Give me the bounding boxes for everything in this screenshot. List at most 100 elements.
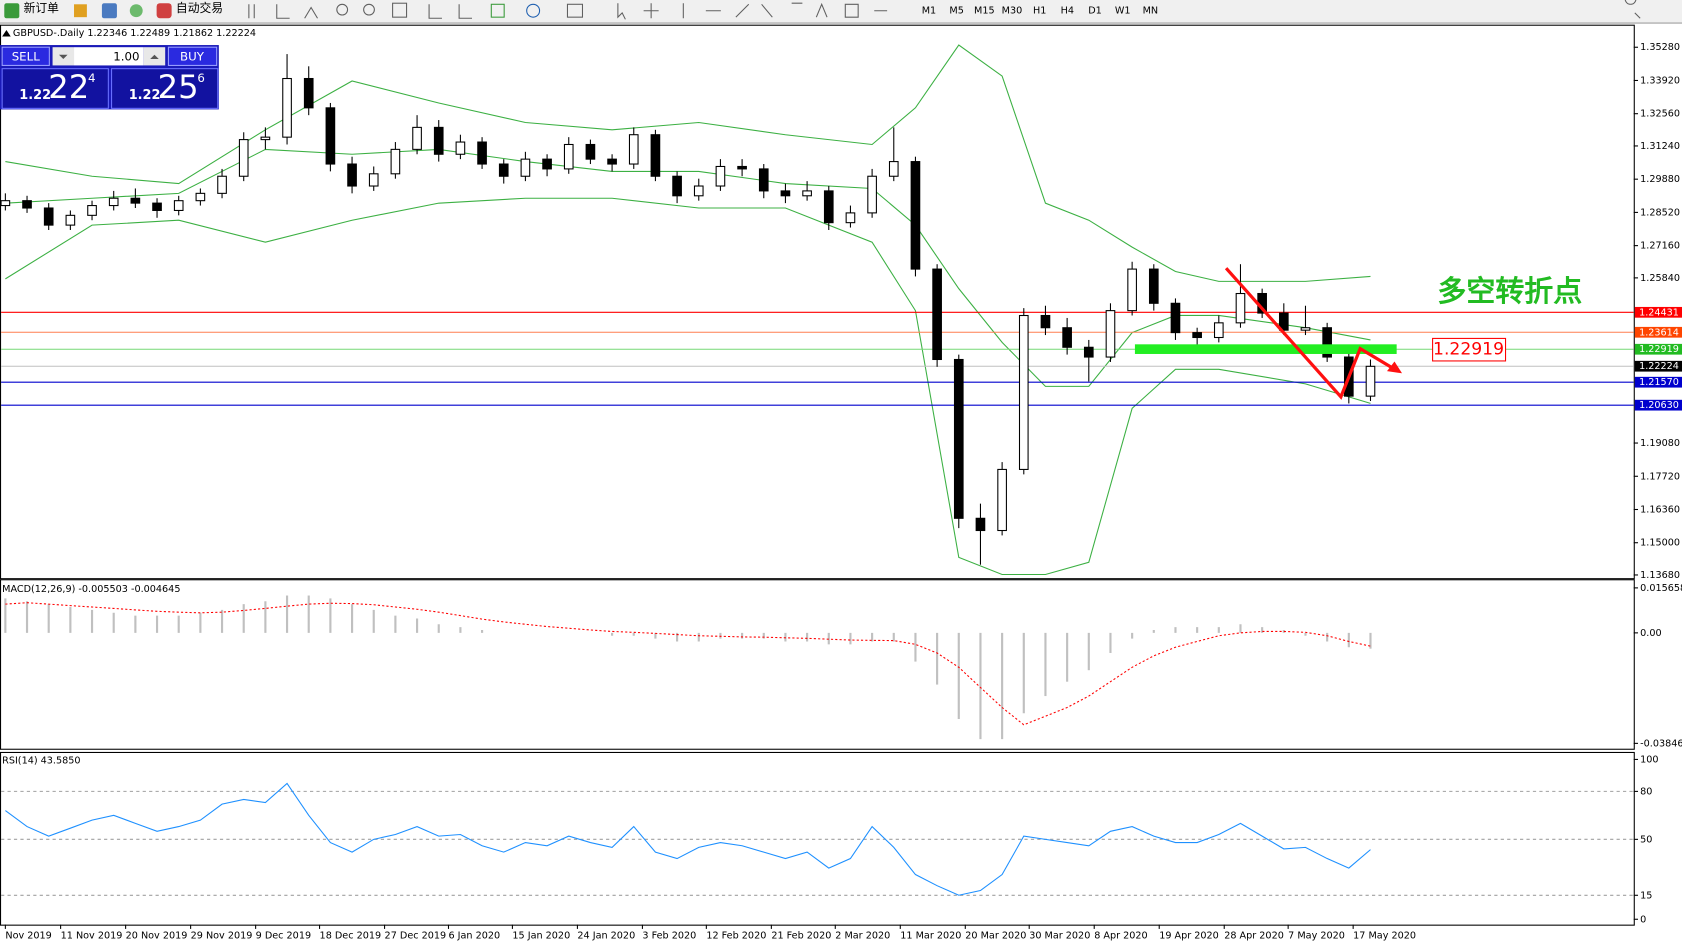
buy-label[interactable]: BUY <box>180 49 205 63</box>
x-tick-label: 19 Apr 2020 <box>1159 930 1219 941</box>
candle-body <box>975 517 986 532</box>
candle-body <box>43 207 54 226</box>
y-tick-label: 1.17720 <box>1640 471 1680 482</box>
scroll-icons[interactable] <box>428 4 472 19</box>
drawing-tools[interactable] <box>617 2 888 20</box>
timeframe-button[interactable]: MN <box>1143 6 1159 17</box>
candle-body <box>693 185 704 197</box>
timeframe-button[interactable]: M1 <box>922 6 936 17</box>
timeframe-button[interactable]: W1 <box>1115 6 1131 17</box>
chart-type-icons[interactable] <box>248 4 318 19</box>
chart-title: GBPUSD-.Daily 1.22346 1.22489 1.21862 1.… <box>13 28 256 39</box>
candle-body <box>1365 365 1376 397</box>
candle-body <box>195 192 206 202</box>
y-tick-label: 50 <box>1640 834 1652 845</box>
candle-body <box>1213 322 1224 339</box>
timeframe-button[interactable]: D1 <box>1088 6 1102 17</box>
candle-body <box>1148 268 1159 304</box>
y-tick-label: 0.015658 <box>1640 583 1682 594</box>
x-tick-label: 24 Jan 2020 <box>577 930 635 941</box>
period-icon[interactable] <box>526 3 541 18</box>
y-tick-label: 1.35280 <box>1640 42 1680 53</box>
lots-input[interactable] <box>74 47 144 66</box>
candle-body <box>953 358 964 519</box>
icon[interactable] <box>129 4 143 18</box>
toolbar-icons <box>248 0 1641 20</box>
sell-button[interactable] <box>1 46 50 66</box>
price-level-label: 1.22919 <box>1639 344 1679 355</box>
candle-body <box>173 200 184 211</box>
candle-body <box>758 168 769 192</box>
candle-body <box>997 468 1007 532</box>
x-tick-label: 2 Mar 2020 <box>835 930 890 941</box>
tile-icon[interactable] <box>392 2 408 18</box>
x-tick-label: 27 Dec 2019 <box>385 930 447 941</box>
price-level-tag <box>1634 376 1682 388</box>
x-tick-label: 12 Feb 2020 <box>706 930 766 941</box>
lots-value[interactable]: 1.00 <box>113 49 139 63</box>
x-tick-label: 30 Mar 2020 <box>1029 930 1090 941</box>
sell-label[interactable]: SELL <box>12 49 40 63</box>
price-level-tag <box>1634 399 1682 411</box>
sell-fraction: 4 <box>88 71 96 85</box>
candle-body <box>325 107 336 165</box>
buy-pips: 25 <box>158 68 199 106</box>
x-tick-label: Nov 2019 <box>5 930 51 941</box>
rsi-line <box>5 782 1371 896</box>
new-order-button[interactable]: 新订单 <box>24 1 60 15</box>
candle-body <box>628 134 639 165</box>
arrow-icon <box>150 54 159 59</box>
candle-body <box>1300 327 1311 331</box>
indicator-icon[interactable] <box>490 3 505 18</box>
timeframe-button[interactable]: H4 <box>1061 6 1074 17</box>
candle-body <box>347 163 357 187</box>
auto-trading-icon[interactable] <box>156 3 172 19</box>
x-tick-label: 20 Mar 2020 <box>965 930 1026 941</box>
price-level-tag <box>1634 360 1682 372</box>
x-tick-label: 21 Feb 2020 <box>771 930 831 941</box>
candle-body <box>303 77 314 109</box>
price-level-label: 1.22224 <box>1639 361 1679 372</box>
candle-body <box>563 143 574 170</box>
candle-body <box>585 143 596 160</box>
icon[interactable] <box>74 4 87 18</box>
candle-body <box>1322 327 1332 358</box>
candle-body <box>650 134 661 177</box>
auto-trading-button[interactable]: 自动交易 <box>176 1 223 15</box>
collapse-icon[interactable] <box>2 30 11 37</box>
y-tick-label: 0 <box>1640 914 1646 925</box>
rsi-title: RSI(14) 43.5850 <box>2 756 80 767</box>
zoom-out-icon[interactable] <box>363 3 375 16</box>
candle-body <box>1278 312 1289 331</box>
new-order-icon[interactable] <box>4 3 20 19</box>
search-icon[interactable] <box>1624 0 1641 19</box>
y-tick-label: 1.16360 <box>1640 505 1680 516</box>
y-tick-label: 1.29880 <box>1640 174 1680 185</box>
buy-price-box[interactable] <box>111 68 219 109</box>
zoom-in-icon[interactable] <box>336 3 349 16</box>
timeframe-button[interactable]: M5 <box>949 6 963 17</box>
icon[interactable] <box>101 3 117 19</box>
x-tick-label: 20 Nov 2019 <box>126 930 188 941</box>
candle-body <box>1040 314 1051 329</box>
x-tick-label: 11 Mar 2020 <box>900 930 961 941</box>
macd-panel <box>0 579 1635 750</box>
buy-button[interactable] <box>167 46 218 66</box>
candle-body <box>130 197 141 204</box>
candle-body <box>455 141 466 155</box>
template-icon[interactable] <box>566 3 584 18</box>
x-tick-label: 29 Nov 2019 <box>191 930 253 941</box>
candle-body <box>1192 332 1202 339</box>
timeframe-button[interactable]: H1 <box>1033 6 1046 17</box>
buy-fraction: 6 <box>197 71 205 85</box>
sell-price-box[interactable] <box>1 68 109 109</box>
timeframe-button[interactable]: M30 <box>1002 6 1023 17</box>
y-tick-label: 1.25840 <box>1640 273 1680 284</box>
candle-body <box>1083 346 1094 358</box>
timeframe-button[interactable]: M15 <box>974 6 995 17</box>
buy-big-figure: 1.22 <box>129 88 161 103</box>
x-tick-label: 28 Apr 2020 <box>1224 930 1284 941</box>
candle-body <box>22 200 32 209</box>
